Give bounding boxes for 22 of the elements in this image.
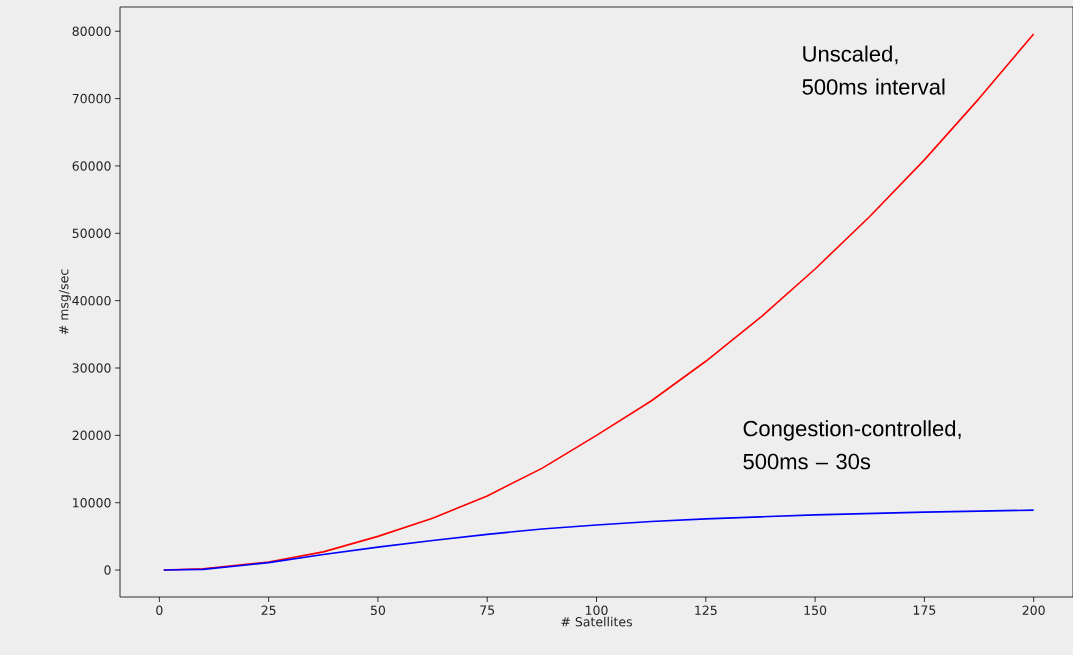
x-tick-label: 75 bbox=[480, 605, 495, 615]
x-tick-label: 125 bbox=[695, 605, 717, 615]
y-tick-label: 60000 bbox=[72, 161, 111, 171]
y-tick-label: 50000 bbox=[72, 228, 111, 239]
x-tick-label: 50 bbox=[370, 605, 386, 615]
x-tick-label: 25 bbox=[261, 605, 276, 615]
x-tick-label: 200 bbox=[1022, 605, 1045, 615]
y-tick-label: 10000 bbox=[73, 497, 111, 508]
y-tick-label: 30000 bbox=[72, 363, 111, 373]
x-tick-label: 150 bbox=[804, 605, 827, 615]
x-axis-title: # Satellites bbox=[561, 616, 632, 627]
x-tick-label: 100 bbox=[585, 605, 608, 615]
y-axis-title: # msg/sec bbox=[59, 269, 71, 335]
y-tick-label: 40000 bbox=[72, 295, 111, 306]
series-label: Unscaled, 500ms interval bbox=[802, 45, 945, 95]
y-tick-label: 70000 bbox=[72, 93, 111, 104]
y-tick-label: 20000 bbox=[72, 430, 111, 441]
x-tick-label: 0 bbox=[156, 605, 163, 615]
y-tick-label: 0 bbox=[104, 565, 111, 575]
series-label: Congestion-controlled, 500ms – 30s bbox=[743, 420, 961, 470]
x-tick-label: 175 bbox=[913, 605, 936, 615]
y-tick-label: 80000 bbox=[72, 26, 111, 36]
